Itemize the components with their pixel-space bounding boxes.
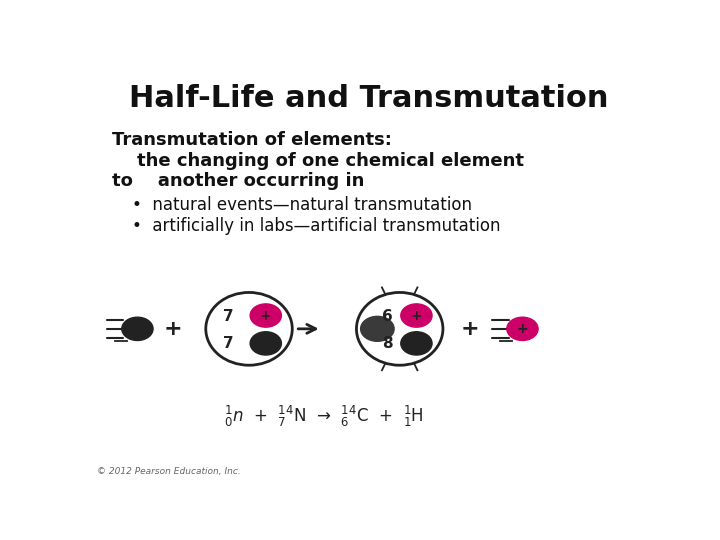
Circle shape [250, 332, 282, 355]
Text: $^{1}_{0}$$n$  +  $^{14}_{7}$N  →  $^{14}_{6}$C  +  $^{1}_{1}$H: $^{1}_{0}$$n$ + $^{14}_{7}$N → $^{14}_{6… [224, 403, 423, 429]
Text: +: + [260, 308, 271, 322]
Circle shape [401, 304, 432, 327]
Circle shape [250, 304, 282, 327]
Text: +: + [517, 322, 528, 336]
Circle shape [361, 316, 394, 341]
Text: 7: 7 [222, 336, 233, 351]
Text: to    another occurring in: to another occurring in [112, 172, 365, 190]
Text: 8: 8 [382, 336, 392, 351]
Circle shape [507, 317, 538, 341]
Text: Transmutation of elements:: Transmutation of elements: [112, 131, 392, 150]
Text: the changing of one chemical element: the changing of one chemical element [112, 152, 524, 170]
Text: •  natural events—natural transmutation: • natural events—natural transmutation [132, 196, 472, 214]
Text: 6: 6 [382, 309, 393, 324]
Text: •  artificially in labs—artificial transmutation: • artificially in labs—artificial transm… [132, 217, 500, 234]
Text: © 2012 Pearson Education, Inc.: © 2012 Pearson Education, Inc. [96, 467, 240, 476]
Text: +: + [460, 319, 479, 339]
Circle shape [401, 332, 432, 355]
Text: +: + [410, 308, 422, 322]
Text: Half-Life and Transmutation: Half-Life and Transmutation [130, 84, 608, 112]
Circle shape [122, 317, 153, 341]
Text: 7: 7 [222, 309, 233, 324]
Text: +: + [163, 319, 182, 339]
